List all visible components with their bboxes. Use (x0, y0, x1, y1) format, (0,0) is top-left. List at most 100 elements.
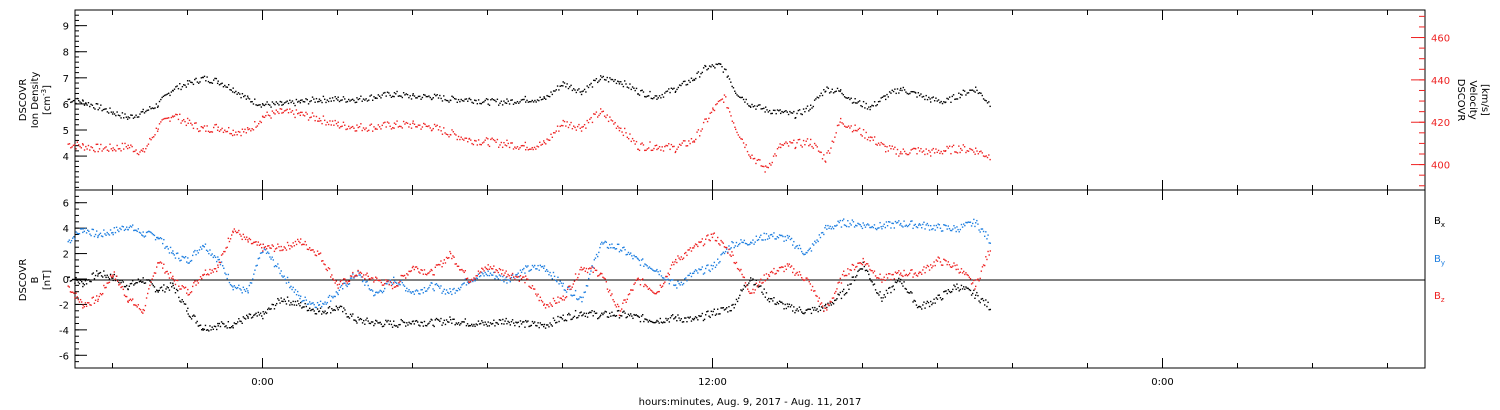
density-point (534, 99, 536, 102)
b-x-point (637, 315, 639, 318)
b-x-point (680, 318, 683, 320)
b-z-point (711, 236, 714, 239)
density-point (209, 81, 211, 84)
b-x-point (913, 299, 915, 302)
density-point (390, 96, 393, 98)
b-z-point (98, 295, 101, 298)
b-x-point (107, 276, 110, 278)
b-z-point (461, 268, 463, 271)
b-x-point (974, 297, 976, 299)
velocity-point (214, 124, 216, 126)
b-x-point (592, 315, 594, 317)
b-y-point (261, 252, 263, 254)
b-x-point (771, 298, 773, 300)
velocity-point (302, 114, 305, 116)
density-point (714, 67, 716, 69)
b-y-point (927, 224, 930, 227)
b-x-point (113, 273, 116, 276)
b-y-point (858, 223, 860, 225)
b-x-point (302, 306, 304, 308)
b-x-point (204, 324, 207, 327)
b-x-point (321, 313, 323, 315)
velocity-point (885, 151, 887, 153)
b-x-point (618, 317, 621, 319)
density-point (876, 104, 878, 106)
b-y-point (984, 235, 986, 238)
b-y-point (895, 222, 898, 224)
b-z-point (326, 269, 329, 272)
b-x-point (84, 279, 87, 282)
b-z-point (347, 280, 350, 283)
legend-bx: Bx (1434, 216, 1445, 229)
density-point (350, 99, 353, 101)
b-z-point (606, 288, 609, 290)
b-y-point (454, 292, 456, 294)
b-y-point (570, 294, 572, 296)
b-y-point (150, 231, 152, 234)
density-point (552, 90, 555, 92)
velocity-point (134, 150, 136, 153)
b-y-point (615, 248, 618, 250)
b-z-point (538, 299, 540, 302)
b-z-point (659, 284, 662, 286)
velocity-point (815, 144, 817, 147)
b-x-point (663, 321, 665, 323)
b-z-point (349, 275, 352, 277)
b-x-point (74, 282, 76, 284)
b-y-point (864, 226, 867, 228)
b-z-point (690, 250, 693, 252)
b-z-point (754, 289, 756, 291)
density-point (192, 83, 195, 86)
density-point (567, 87, 570, 90)
b-y-point (226, 277, 228, 280)
b-x-point (105, 276, 107, 279)
b-x-point (118, 281, 120, 284)
velocity-point (738, 136, 741, 138)
b-x-point (250, 317, 253, 319)
b-z-point (670, 264, 673, 266)
b-z-point (250, 242, 253, 245)
b-y-point (782, 235, 784, 238)
b-x-point (645, 318, 647, 321)
velocity-point (748, 154, 750, 156)
b-x-point (890, 291, 892, 294)
density-point (607, 81, 610, 83)
b-z-point (707, 234, 709, 236)
density-point (554, 90, 556, 92)
b-z-point (83, 305, 86, 308)
b-y-point (748, 244, 750, 246)
velocity-point (228, 126, 230, 129)
b-y-point (853, 226, 856, 228)
density-point (415, 97, 417, 99)
b-z-point (676, 261, 678, 264)
velocity-point (282, 111, 284, 114)
b-x-point (652, 321, 654, 324)
b-y-point (178, 257, 180, 260)
b-z-point (393, 286, 396, 288)
b-z-point (969, 277, 972, 280)
density-point (320, 99, 322, 102)
velocity-point (154, 134, 156, 136)
b-z-point (377, 279, 379, 281)
b-x-point (367, 320, 369, 322)
b-x-point (428, 322, 430, 324)
b-x-point (154, 291, 157, 293)
b-z-point (525, 275, 527, 277)
b-x-point (710, 310, 713, 313)
b-z-point (693, 247, 695, 249)
b-z-point (115, 275, 118, 277)
b-z-point (298, 240, 300, 243)
b-y-point (832, 227, 835, 230)
b-z-point (130, 299, 133, 302)
b-x-point (412, 320, 414, 322)
density-point (139, 113, 141, 115)
density-point (589, 84, 591, 86)
b-x-point (529, 325, 531, 327)
velocity-point (560, 124, 563, 127)
b-y-point (432, 288, 434, 290)
density-point (532, 101, 535, 103)
velocity-point (468, 137, 471, 140)
b-x-point (444, 323, 447, 326)
b-x-point (360, 318, 363, 321)
b-z-point (414, 266, 417, 268)
